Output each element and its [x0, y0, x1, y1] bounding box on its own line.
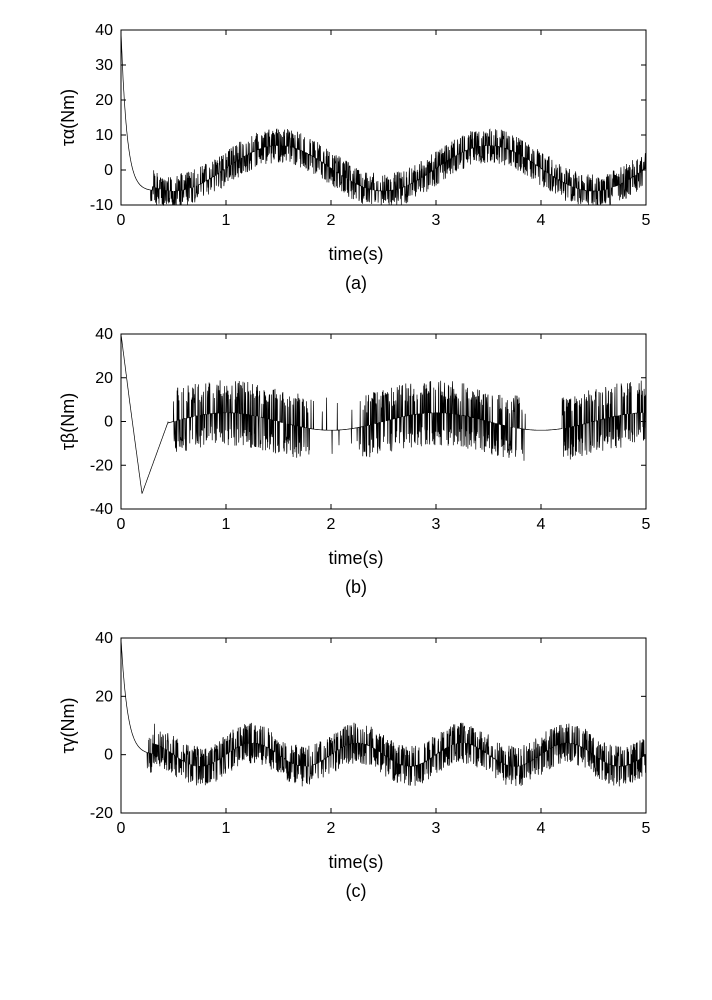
ytick-label: 0 — [104, 414, 113, 431]
panel-c: 012345-2002040τγ(Nm)time(s)(c) — [20, 628, 692, 902]
ylabel: τγ(Nm) — [58, 697, 78, 753]
xtick-label: 2 — [327, 516, 336, 533]
panel-b: 0 1 2 3 4 5 -40 -20 0 20 40 τβ(Nm) time(s) (b) — [20, 324, 692, 598]
ytick-label: 40 — [95, 630, 113, 647]
ytick-label: 20 — [95, 92, 113, 109]
ytick-label: 20 — [95, 688, 113, 705]
panel-sublabel: (b) — [20, 577, 692, 598]
ytick-label: 40 — [95, 326, 113, 343]
ytick-label: 20 — [95, 370, 113, 387]
series-line — [121, 638, 646, 786]
chart-c: 012345-2002040τγ(Nm) — [56, 628, 656, 848]
xtick-label: 2 — [327, 820, 336, 837]
xtick-label: 0 — [117, 820, 126, 837]
chart-a: 012345-10010203040τα(Nm) — [56, 20, 656, 240]
xtick-label: 0 — [117, 516, 126, 533]
xtick-label: 1 — [222, 516, 231, 533]
chart-b: 0 1 2 3 4 5 -40 -20 0 20 40 τβ(Nm) — [56, 324, 656, 544]
xtick-label: 0 — [117, 212, 126, 229]
series-line — [121, 334, 646, 494]
ytick-label: 0 — [104, 162, 113, 179]
ylabel: τβ(Nm) — [58, 393, 78, 450]
figure: 012345-10010203040τα(Nm)time(s)(a)012345… — [20, 20, 692, 902]
panel-sublabel: (a) — [20, 273, 692, 294]
ytick-label: 0 — [104, 747, 113, 764]
xtick-label: 4 — [537, 820, 546, 837]
xtick-label: 4 — [537, 212, 546, 229]
xtick-label: 5 — [642, 212, 651, 229]
ytick-label: -20 — [90, 805, 113, 822]
series-line — [121, 30, 646, 205]
xtick-label: 3 — [432, 820, 441, 837]
ylabel: τα(Nm) — [58, 89, 78, 146]
xtick-label: 2 — [327, 212, 336, 229]
ytick-label: 30 — [95, 57, 113, 74]
ytick-label: 40 — [95, 22, 113, 39]
xtick-label: 5 — [642, 820, 651, 837]
panel-a: 012345-10010203040τα(Nm)time(s)(a) — [20, 20, 692, 294]
xtick-label: 3 — [432, 212, 441, 229]
panel-sublabel: (c) — [20, 881, 692, 902]
ytick-label: -40 — [90, 501, 113, 518]
xtick-label: 3 — [432, 516, 441, 533]
xtick-label: 5 — [642, 516, 651, 533]
xlabel: time(s) — [20, 852, 692, 873]
ytick-label: -20 — [90, 457, 113, 474]
xtick-label: 1 — [222, 820, 231, 837]
xlabel: time(s) — [20, 244, 692, 265]
xtick-label: 4 — [537, 516, 546, 533]
ytick-label: 10 — [95, 127, 113, 144]
ytick-label: -10 — [90, 197, 113, 214]
xlabel: time(s) — [20, 548, 692, 569]
xtick-label: 1 — [222, 212, 231, 229]
